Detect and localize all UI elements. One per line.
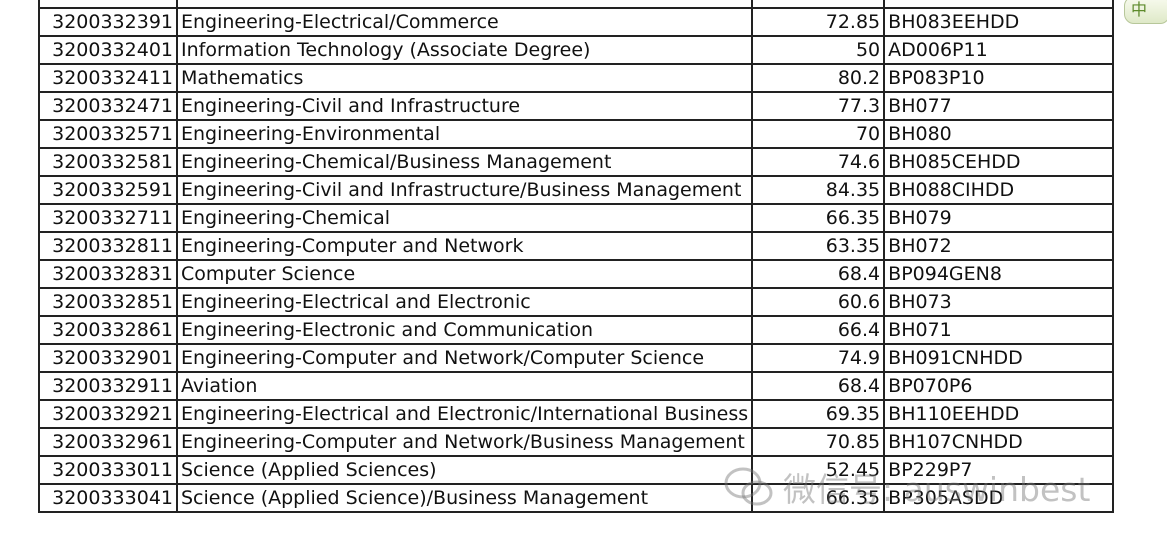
cell-program-name[interactable]: Engineering-Electrical and Electronic/In… <box>175 399 754 429</box>
cell-program-name[interactable]: Science (Applied Sciences) <box>175 455 754 485</box>
cell-course-code[interactable]: BP083P10 <box>883 63 1115 93</box>
cell-program-name[interactable]: Engineering-Civil and Infrastructure <box>175 91 754 121</box>
cell-program-code[interactable]: 3200332921 <box>38 399 178 429</box>
cell-program-code[interactable]: 3200332901 <box>38 343 178 373</box>
cell-score[interactable]: 66.35 <box>751 203 886 233</box>
cell-score[interactable] <box>751 0 886 9</box>
cell-course-code[interactable]: AD006P11 <box>883 35 1115 65</box>
cell-program-code[interactable]: 3200332961 <box>38 427 178 457</box>
table-row: 3200332901 Engineering-Computer and Netwo… <box>38 343 1115 373</box>
cell-program-code[interactable]: 3200332411 <box>38 63 178 93</box>
cell-course-code[interactable]: BH079 <box>883 203 1115 233</box>
cell-program-code[interactable]: 3200332391 <box>38 7 178 37</box>
cell-program-name[interactable]: Engineering-Computer and Network/Busines… <box>175 427 754 457</box>
cell-course-code[interactable]: BH077 <box>883 91 1115 121</box>
cell-program-name[interactable] <box>175 0 754 9</box>
cell-course-code[interactable]: BH080 <box>883 119 1115 149</box>
table-body: 3200332391 Engineering-Electrical/Commerc… <box>38 0 1115 513</box>
cell-course-code[interactable]: BH107CNHDD <box>883 427 1115 457</box>
cell-score[interactable]: 72.85 <box>751 7 886 37</box>
cell-program-code[interactable] <box>38 0 178 9</box>
cell-course-code[interactable]: BH083EEHDD <box>883 7 1115 37</box>
cell-program-code[interactable]: 3200332591 <box>38 175 178 205</box>
cell-program-name[interactable]: Engineering-Computer and Network <box>175 231 754 261</box>
cell-program-name[interactable]: Engineering-Chemical/Business Management <box>175 147 754 177</box>
cell-program-name[interactable]: Information Technology (Associate Degree… <box>175 35 754 65</box>
cell-program-name[interactable]: Engineering-Electronic and Communication <box>175 315 754 345</box>
table-row: 3200333011 Science (Applied Sciences) 52.4… <box>38 455 1115 485</box>
cell-course-code[interactable]: BP070P6 <box>883 371 1115 401</box>
cell-program-name[interactable]: Engineering-Computer and Network/Compute… <box>175 343 754 373</box>
cell-course-code[interactable]: BH073 <box>883 287 1115 317</box>
cell-program-code[interactable]: 3200332851 <box>38 287 178 317</box>
cell-program-name[interactable]: Engineering-Civil and Infrastructure/Bus… <box>175 175 754 205</box>
cell-score[interactable]: 60.6 <box>751 287 886 317</box>
cell-program-code[interactable]: 3200332861 <box>38 315 178 345</box>
cell-program-name[interactable]: Engineering-Electrical and Electronic <box>175 287 754 317</box>
table-row: 3200332471 Engineering-Civil and Infrastr… <box>38 91 1115 121</box>
table-row: 3200332911 Aviation 68.4 BP070P6 <box>38 371 1115 401</box>
table-row: 3200332711 Engineering-Chemical 66.35 BH079 <box>38 203 1115 233</box>
cell-score[interactable]: 70 <box>751 119 886 149</box>
cell-score[interactable]: 52.45 <box>751 455 886 485</box>
cell-score[interactable]: 68.4 <box>751 371 886 401</box>
cell-course-code[interactable] <box>883 0 1115 9</box>
cell-program-name[interactable]: Computer Science <box>175 259 754 289</box>
table-row: 3200332591 Engineering-Civil and Infrastr… <box>38 175 1115 205</box>
cell-program-code[interactable]: 3200332911 <box>38 371 178 401</box>
spreadsheet-table: 3200332391 Engineering-Electrical/Commerc… <box>38 0 1115 513</box>
table-row: 3200332811 Engineering-Computer and Netwo… <box>38 231 1115 261</box>
cell-score[interactable]: 50 <box>751 35 886 65</box>
cell-program-code[interactable]: 3200333011 <box>38 455 178 485</box>
cell-score[interactable]: 63.35 <box>751 231 886 261</box>
cell-program-name[interactable]: Science (Applied Science)/Business Manag… <box>175 483 754 513</box>
cell-score[interactable]: 77.3 <box>751 91 886 121</box>
cell-program-code[interactable]: 3200332811 <box>38 231 178 261</box>
table-row: 3200332391 Engineering-Electrical/Commerc… <box>38 7 1115 37</box>
cell-program-code[interactable]: 3200332401 <box>38 35 178 65</box>
table-row: 3200332831 Computer Science 68.4 BP094GEN8 <box>38 259 1115 289</box>
cell-course-code[interactable]: BH088CIHDD <box>883 175 1115 205</box>
ime-indicator-icon[interactable]: 中 <box>1124 0 1167 24</box>
cell-program-name[interactable]: Engineering-Environmental <box>175 119 754 149</box>
cell-score[interactable]: 70.85 <box>751 427 886 457</box>
table-row: 3200332411 Mathematics 80.2 BP083P10 <box>38 63 1115 93</box>
cell-score[interactable]: 66.35 <box>751 483 886 513</box>
cell-score[interactable]: 69.35 <box>751 399 886 429</box>
table-row: 3200332921 Engineering-Electrical and Ele… <box>38 399 1115 429</box>
cell-score[interactable]: 68.4 <box>751 259 886 289</box>
cell-program-code[interactable]: 3200332831 <box>38 259 178 289</box>
cell-course-code[interactable]: BH110EEHDD <box>883 399 1115 429</box>
cell-program-name[interactable]: Mathematics <box>175 63 754 93</box>
cell-program-code[interactable]: 3200332571 <box>38 119 178 149</box>
cell-score[interactable]: 66.4 <box>751 315 886 345</box>
table-row: 3200332401 Information Technology (Associ… <box>38 35 1115 65</box>
table-row: 3200332861 Engineering-Electronic and Com… <box>38 315 1115 345</box>
cell-course-code[interactable]: BH071 <box>883 315 1115 345</box>
cell-score[interactable]: 84.35 <box>751 175 886 205</box>
cell-score[interactable]: 74.9 <box>751 343 886 373</box>
cell-course-code[interactable]: BH091CNHDD <box>883 343 1115 373</box>
ime-label: 中 <box>1131 0 1148 19</box>
cell-program-code[interactable]: 3200332711 <box>38 203 178 233</box>
table-row: 3200333041 Science (Applied Science)/Busi… <box>38 483 1115 513</box>
table-row: 3200332851 Engineering-Electrical and Ele… <box>38 287 1115 317</box>
cell-program-code[interactable]: 3200333041 <box>38 483 178 513</box>
cell-course-code[interactable]: BP305ASDD <box>883 483 1115 513</box>
cell-score[interactable]: 80.2 <box>751 63 886 93</box>
cell-course-code[interactable]: BH085CEHDD <box>883 147 1115 177</box>
table-row: 3200332961 Engineering-Computer and Netwo… <box>38 427 1115 457</box>
cell-program-code[interactable]: 3200332581 <box>38 147 178 177</box>
table-row <box>38 0 1115 9</box>
table-row: 3200332571 Engineering-Environmental 70 BH0… <box>38 119 1115 149</box>
cell-course-code[interactable]: BP229P7 <box>883 455 1115 485</box>
cell-program-name[interactable]: Engineering-Chemical <box>175 203 754 233</box>
cell-program-name[interactable]: Aviation <box>175 371 754 401</box>
cell-program-code[interactable]: 3200332471 <box>38 91 178 121</box>
cell-score[interactable]: 74.6 <box>751 147 886 177</box>
table-row: 3200332581 Engineering-Chemical/Business … <box>38 147 1115 177</box>
cell-program-name[interactable]: Engineering-Electrical/Commerce <box>175 7 754 37</box>
cell-course-code[interactable]: BH072 <box>883 231 1115 261</box>
cell-course-code[interactable]: BP094GEN8 <box>883 259 1115 289</box>
